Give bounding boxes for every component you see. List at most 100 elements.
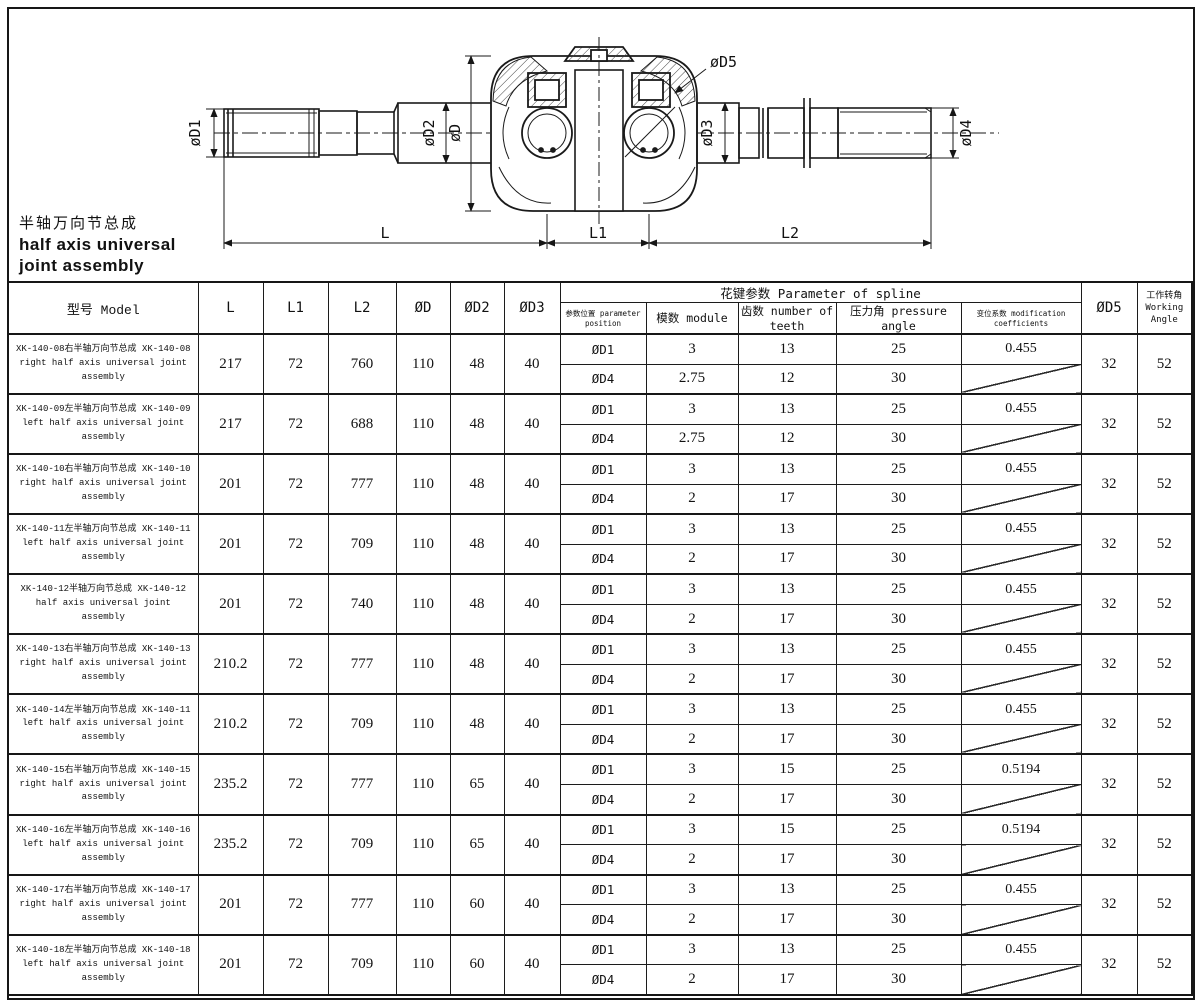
module-cell: 2 (645, 904, 739, 936)
module-cell: 3 (645, 393, 739, 425)
angle-cell: 52 (1136, 873, 1193, 936)
d5-cell: 32 (1080, 332, 1138, 395)
pressure-cell: 25 (835, 693, 962, 725)
module-cell: 2 (645, 603, 739, 635)
spline-position-cell: ØD1 (559, 573, 647, 605)
l2-cell: 777 (327, 633, 397, 695)
d-cell: 110 (395, 933, 451, 996)
pressure-cell: 25 (835, 573, 962, 605)
dim-label-d5: øD5 (710, 53, 737, 71)
table-row: XK-140-11左半轴万向节总成 XK-140-11 left half ax… (7, 513, 1193, 575)
teeth-cell: 17 (737, 723, 837, 755)
coeff-cell: 0.455 (960, 873, 1082, 906)
angle-cell: 52 (1136, 813, 1193, 876)
spline-position-cell: ØD4 (559, 423, 647, 455)
angle-cell: 52 (1136, 332, 1193, 395)
module-cell: 2 (645, 543, 739, 575)
d2-cell: 48 (449, 513, 505, 575)
right-shaft (696, 98, 932, 168)
dimensions (206, 55, 959, 249)
table-subrow: ØD4 2 17 30 (8, 723, 1192, 755)
table-row: XK-140-13右半轴万向节总成 XK-140-13 right half a… (7, 633, 1193, 695)
d5-cell: 32 (1080, 633, 1138, 695)
coeff-diagonal-cell (960, 543, 1082, 575)
coeff-cell: 0.455 (960, 393, 1082, 425)
l1-cell: 72 (262, 873, 329, 936)
table-subrow: ØD4 2 17 30 (8, 964, 1192, 996)
module-cell: 2 (645, 844, 739, 876)
table-row: XK-140-18左半轴万向节总成 XK-140-18 left half ax… (7, 933, 1193, 996)
d-cell: 110 (395, 873, 451, 936)
l2-cell: 688 (327, 393, 397, 455)
pressure-cell: 30 (835, 844, 962, 876)
spec-table: 型号 Model L L1 L2 ØD ØD2 ØD3 花键参数 Paramet… (7, 281, 1194, 996)
d5-cell: 32 (1080, 693, 1138, 755)
pressure-cell: 25 (835, 393, 962, 425)
l2-cell: 777 (327, 873, 397, 936)
d2-cell: 60 (449, 933, 505, 996)
angle-cell: 52 (1136, 693, 1193, 755)
angle-cell: 52 (1136, 393, 1193, 455)
spline-position-cell: ØD1 (559, 332, 647, 365)
pressure-cell: 30 (835, 723, 962, 755)
header-param-position: 参数位置 parameter position (559, 302, 647, 335)
d3-cell: 40 (503, 633, 561, 695)
angle-cell: 52 (1136, 573, 1193, 635)
spline-position-cell: ØD4 (559, 543, 647, 575)
table-row: XK-140-09左半轴万向节总成 XK-140-09 left half ax… (7, 393, 1193, 455)
spline-position-cell: ØD1 (559, 453, 647, 485)
teeth-cell: 13 (737, 933, 837, 966)
teeth-cell: 13 (737, 873, 837, 906)
model-cell: XK-140-12半轴万向节总成 XK-140-12 half axis uni… (7, 573, 199, 635)
l2-cell: 760 (327, 332, 397, 395)
coeff-cell: 0.455 (960, 513, 1082, 545)
coeff-diagonal-cell (960, 483, 1082, 515)
l1-cell: 72 (262, 633, 329, 695)
table-subrow: ØD4 2 17 30 (8, 543, 1192, 575)
l1-cell: 72 (262, 753, 329, 816)
module-cell: 2 (645, 663, 739, 695)
pressure-cell: 30 (835, 603, 962, 635)
model-cell: XK-140-15右半轴万向节总成 XK-140-15 right half a… (7, 753, 199, 816)
coeff-diagonal-cell (960, 783, 1082, 816)
dim-label-l: L (380, 224, 389, 242)
model-cell: XK-140-14左半轴万向节总成 XK-140-11 left half ax… (7, 693, 199, 755)
d5-cell: 32 (1080, 513, 1138, 575)
drawing-sheet: øD1 øD2 øD øD3 øD4 øD5 L L1 L2 半轴万向节总成 h… (7, 7, 1195, 1000)
d5-cell: 32 (1080, 933, 1138, 996)
pressure-cell: 30 (835, 483, 962, 515)
module-cell: 2 (645, 723, 739, 755)
teeth-cell: 17 (737, 844, 837, 876)
dim-label-l1: L1 (589, 224, 607, 242)
table-subrow: ØD4 2.75 12 30 (8, 423, 1192, 455)
l2-cell: 740 (327, 573, 397, 635)
l2-cell: 777 (327, 753, 397, 816)
d3-cell: 40 (503, 453, 561, 515)
title-block: 半轴万向节总成 half axis universal joint assemb… (19, 215, 176, 276)
l-cell: 201 (197, 573, 264, 635)
pressure-cell: 30 (835, 663, 962, 695)
l-cell: 201 (197, 873, 264, 936)
header-pressure-angle: 压力角 pressure angle (835, 302, 962, 335)
module-cell: 3 (645, 873, 739, 906)
d3-cell: 40 (503, 753, 561, 816)
model-cell: XK-140-11左半轴万向节总成 XK-140-11 left half ax… (7, 513, 199, 575)
angle-cell: 52 (1136, 753, 1193, 816)
dim-label-l2: L2 (781, 224, 799, 242)
coeff-cell: 0.5194 (960, 813, 1082, 846)
table-subrow: ØD4 2 17 30 (8, 783, 1192, 816)
d3-cell: 40 (503, 393, 561, 455)
d5-cell: 32 (1080, 453, 1138, 515)
l-cell: 217 (197, 393, 264, 455)
header-working-angle: 工作转角 Working Angle (1136, 281, 1193, 335)
coeff-diagonal-cell (960, 844, 1082, 876)
coeff-cell: 0.455 (960, 933, 1082, 966)
table-row: XK-140-17右半轴万向节总成 XK-140-17 right half a… (7, 873, 1193, 936)
spline-position-cell: ØD1 (559, 933, 647, 966)
module-cell: 3 (645, 633, 739, 665)
header-module: 模数 module (645, 302, 739, 335)
d-cell: 110 (395, 453, 451, 515)
spline-position-cell: ØD4 (559, 844, 647, 876)
d-cell: 110 (395, 633, 451, 695)
dim-label-d3: øD3 (698, 119, 716, 146)
